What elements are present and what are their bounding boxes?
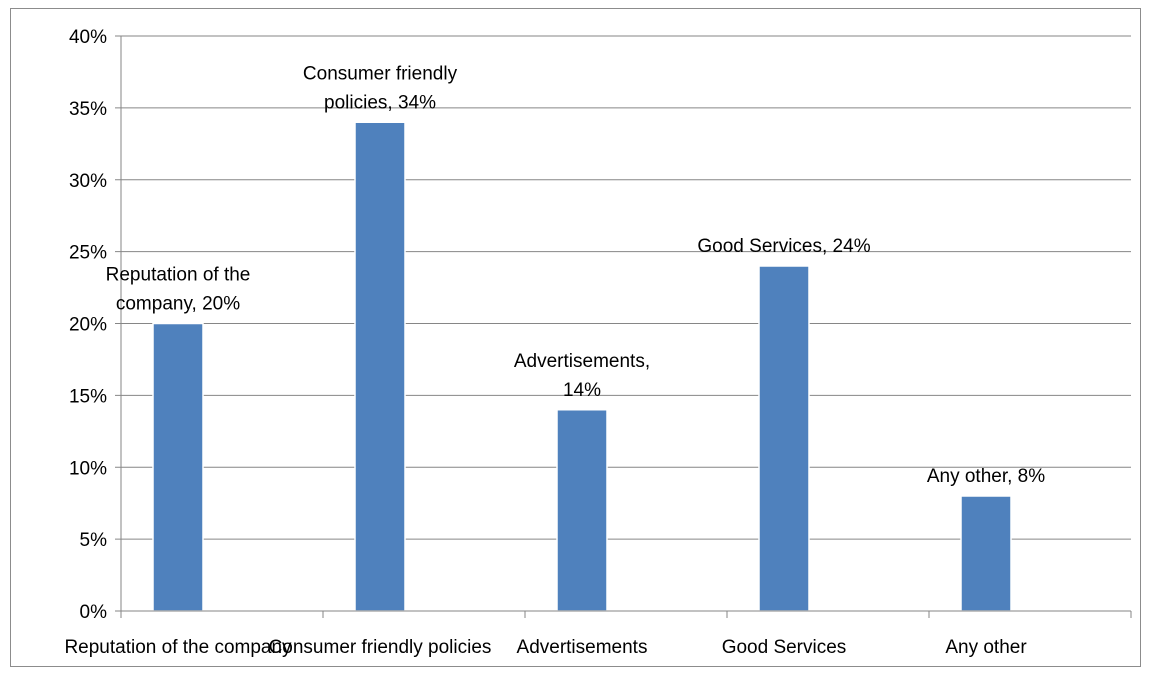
y-tick-label: 20% [69, 315, 107, 336]
data-label: Advertisements, [514, 351, 650, 372]
data-label: Reputation of the [106, 265, 251, 286]
x-category-label: Advertisements [517, 637, 648, 658]
bar [758, 265, 810, 612]
bar [960, 495, 1012, 612]
x-category-label: Reputation of the company [64, 637, 292, 658]
y-tick-label: 25% [69, 243, 107, 264]
data-label: Good Services, 24% [697, 236, 870, 257]
x-category-label: Any other [945, 637, 1027, 658]
y-tick-label: 30% [69, 171, 107, 192]
bar [354, 121, 406, 612]
y-tick-label: 15% [69, 386, 107, 407]
y-tick-label: 5% [80, 530, 108, 551]
data-label: Consumer friendly [303, 63, 458, 84]
y-tick-label: 0% [80, 602, 108, 623]
data-label: Any other, 8% [927, 466, 1045, 487]
x-category-label: Good Services [722, 637, 847, 658]
bar [152, 322, 204, 612]
data-label: 14% [563, 380, 601, 401]
y-tick-label: 10% [69, 458, 107, 479]
y-tick-label: 40% [69, 27, 107, 48]
data-label: policies, 34% [324, 92, 436, 113]
bar [556, 409, 608, 612]
y-tick-label: 35% [69, 99, 107, 120]
data-label: company, 20% [116, 294, 240, 315]
x-category-label: Consumer friendly policies [269, 637, 492, 658]
